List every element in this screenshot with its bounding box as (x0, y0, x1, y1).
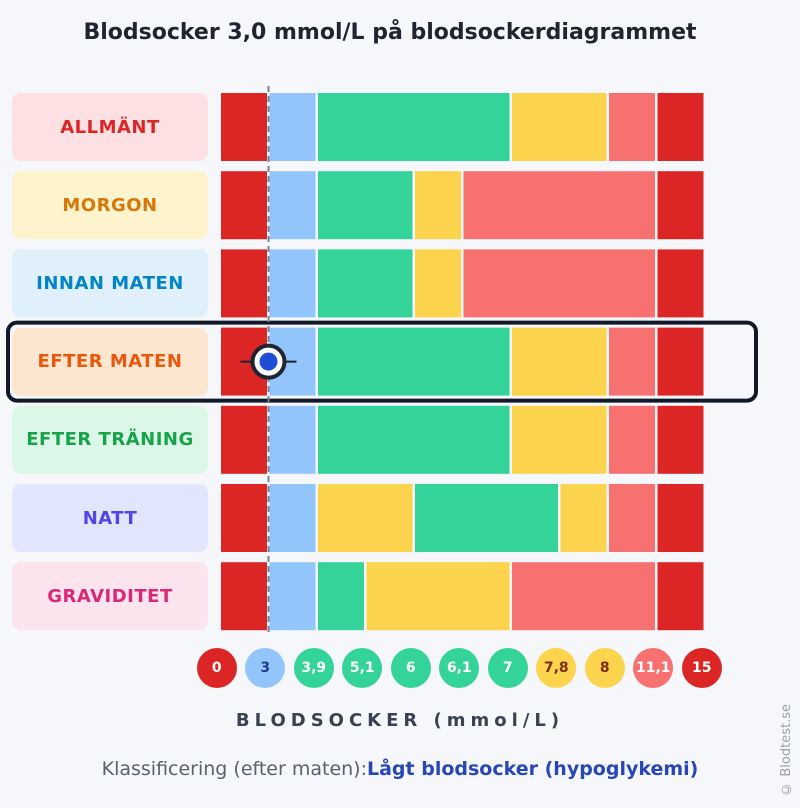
zone-cell (318, 484, 413, 552)
row-label: MORGON (12, 171, 208, 240)
chart-title: Blodsocker 3,0 mmol/L på blodsockerdiagr… (83, 20, 697, 45)
zone-cell (657, 249, 704, 318)
row-label: EFTER TRÄNING (12, 405, 208, 474)
zone-cell (221, 171, 267, 240)
zone-cell (415, 171, 461, 240)
zone-cell (318, 562, 364, 631)
row-label: ALLMÄNT (12, 93, 208, 161)
zone-cell (463, 249, 655, 318)
x-tick-label: 3 (245, 648, 286, 688)
row-label: EFTER MATEN (12, 327, 208, 396)
zone-cell (463, 171, 655, 240)
zone-cell (318, 93, 510, 161)
zone-cell (221, 562, 267, 631)
zone-cell (657, 93, 704, 161)
zone-cell (657, 327, 704, 396)
x-tick-label: 7 (487, 648, 528, 688)
highlight-frame (6, 320, 758, 403)
zone-cell (318, 171, 413, 240)
row-label: NATT (12, 484, 208, 552)
zone-cell (512, 327, 607, 396)
zone-cell (609, 484, 655, 552)
x-tick-label: 6,1 (439, 648, 480, 688)
zone-cell (657, 405, 704, 474)
x-tick-label: 11,1 (633, 648, 674, 688)
zone-cell (609, 93, 655, 161)
credit-text: © Blodtest.se (779, 704, 794, 796)
zone-cell (269, 562, 316, 631)
classification: Klassificering (efter maten):Lågt blodso… (0, 758, 800, 780)
zone-cell (269, 484, 316, 552)
zone-cell (221, 484, 267, 552)
zone-cell (657, 562, 704, 631)
zone-cell (609, 405, 655, 474)
x-tick-label: 7,8 (536, 648, 577, 688)
classification-prefix: Klassificering (efter maten): (101, 758, 367, 780)
row-label: INNAN MATEN (12, 249, 208, 318)
zone-cell (318, 405, 510, 474)
x-tick-label: 6 (390, 648, 431, 688)
zone-cell (609, 327, 655, 396)
zone-cell (269, 93, 316, 161)
x-tick-label: 15 (681, 648, 722, 688)
x-tick-label: 8 (584, 648, 625, 688)
zone-cell (318, 327, 510, 396)
zone-cell (657, 484, 704, 552)
row-label: GRAVIDITET (12, 562, 208, 631)
classification-value: Lågt blodsocker (hypoglykemi) (367, 758, 699, 780)
x-tick-label: 0 (196, 648, 237, 688)
zone-cell (415, 484, 558, 552)
zone-cell (221, 93, 267, 161)
zone-cell (512, 562, 655, 631)
zone-cell (415, 249, 461, 318)
x-axis-label: BLODSOCKER (mmol/L) (235, 710, 565, 731)
x-tick-label: 3,9 (293, 648, 334, 688)
zone-cell (366, 562, 510, 631)
zone-cell (512, 93, 607, 161)
zone-cell (269, 405, 316, 474)
zone-cell (560, 484, 607, 552)
x-tick-label: 5,1 (342, 648, 383, 688)
zone-cell (657, 171, 704, 240)
zone-cell (512, 405, 607, 474)
zone-cell (221, 405, 267, 474)
zone-cell (221, 249, 267, 318)
marker-dot (259, 352, 278, 371)
zone-cell (269, 249, 316, 318)
zone-cell (318, 249, 413, 318)
zone-cell (269, 171, 316, 240)
